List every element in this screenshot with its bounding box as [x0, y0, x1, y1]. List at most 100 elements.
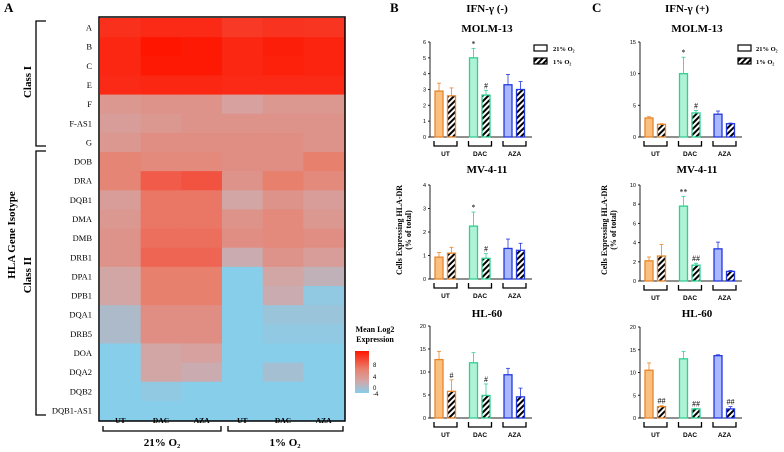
legend-tick: -4 [373, 392, 379, 398]
heatmap-cell [303, 37, 345, 57]
y-tick-label: 6 [633, 221, 636, 227]
heatmap-cell [303, 400, 345, 421]
bar-aza-21pct [503, 247, 513, 280]
heatmap-cell [100, 209, 142, 230]
heatmap-cell [100, 343, 142, 364]
bar-aza-1pct [725, 408, 736, 419]
heatmap-cell [222, 56, 264, 76]
group-bracket [467, 422, 493, 428]
heatmap-cell [181, 362, 223, 383]
heatmap-cell [100, 18, 142, 38]
legend-tick: 0 [373, 386, 377, 392]
panel-c-title: IFN-γ (+) [665, 3, 709, 15]
row-label: B [86, 42, 92, 52]
y-tick-label: 10 [630, 183, 636, 189]
class-ii-bracket [35, 150, 46, 416]
row-label: DQB1-AS1 [52, 405, 92, 415]
y-tick-label: 6 [423, 40, 426, 46]
y-label-c: Cells Expressing HLA-DR [600, 185, 609, 275]
legend-c: 21% O₂ 1% O₂ [737, 44, 778, 66]
bar-aza-21pct [503, 374, 513, 419]
bar-dac-1pct [481, 394, 491, 419]
y-tick-label: 1 [423, 254, 426, 260]
heatmap-cell [100, 381, 142, 402]
heatmap-cell [181, 266, 223, 287]
heatmap-cell [140, 171, 182, 191]
heatmap-cell [303, 56, 345, 76]
heatmap-cell [303, 286, 345, 306]
legend-swatch-normoxia [737, 44, 752, 52]
category-label: AZA [718, 295, 732, 302]
bar-aza-21pct [503, 84, 513, 138]
heatmap-cell [222, 37, 264, 57]
class-i-bracket [35, 20, 46, 147]
significance-mark: # [484, 81, 488, 90]
heatmap-cell [262, 190, 304, 210]
legend-tick: 8 [373, 363, 377, 369]
significance-mark: # [694, 101, 698, 110]
heatmap-cell [262, 152, 304, 172]
row-label: C [86, 61, 92, 71]
color-scale-bar [355, 351, 369, 393]
row-label: DMA [72, 214, 93, 224]
heatmap-cell [181, 113, 223, 134]
significance-mark: ## [727, 398, 735, 407]
bar-ut-1pct [656, 123, 667, 138]
y-tick-label: 0 [423, 135, 426, 141]
heatmap-cell [100, 75, 142, 96]
group-bracket [643, 422, 668, 428]
bar-dac-21pct [468, 225, 479, 280]
heatmap-cell [181, 247, 223, 268]
y-tick-label: 8 [633, 202, 636, 208]
row-label: DRA [74, 176, 93, 186]
heatmap-cell [140, 343, 182, 364]
category-label: UT [441, 151, 450, 158]
heatmap-cell [140, 305, 182, 325]
bar-aza-1pct [725, 270, 736, 282]
heatmap-cell [100, 94, 142, 115]
y-tick-label: 10 [630, 72, 636, 78]
heatmap-cell [222, 400, 264, 421]
category-label: DAC [473, 151, 487, 158]
bar-ut-21pct [644, 260, 654, 282]
group-bracket [677, 141, 703, 147]
y-tick-label: 4 [423, 183, 426, 189]
significance-mark: # [484, 245, 488, 254]
significance-mark: # [484, 375, 488, 384]
heatmap-y-title: HLA Gene Isotype [6, 191, 18, 279]
heatmap-cell [222, 132, 264, 153]
heatmap-cell [181, 286, 223, 306]
heatmap-cell [181, 152, 223, 172]
heatmap-cell [222, 324, 264, 344]
bar-chart-b-molm-13: MOLM-13 0 1 2 3 4 5 6 UT * # DAC AZA [423, 23, 532, 158]
heatmap-cell [262, 286, 304, 306]
group-bracket [467, 283, 493, 289]
heatmap-cell [100, 324, 142, 344]
category-label: UT [651, 432, 660, 439]
heatmap-cell [222, 343, 264, 364]
group-bracket [433, 141, 458, 147]
row-label: F [87, 99, 92, 109]
group-bracket [677, 285, 703, 291]
y-tick-label: 10 [420, 370, 426, 376]
panel-label-a: A [4, 0, 14, 15]
heatmap-cell [222, 190, 264, 210]
bar-ut-1pct [446, 252, 457, 280]
heatmap-cell [140, 75, 182, 96]
heatmap-cell [181, 94, 223, 115]
legend-hypoxia: 1% O₂ [756, 59, 774, 66]
bar-dac-1pct [691, 264, 701, 282]
heatmap-cell [222, 305, 264, 325]
y-tick-label: 0 [633, 416, 636, 422]
bar-chart-b-hl-60: HL-60 0 5 10 15 20 # UT # DAC AZA [420, 308, 532, 439]
heatmap-cell [262, 381, 304, 402]
group-bracket [677, 422, 703, 428]
heatmap-cell [222, 18, 264, 38]
chart-title: MOLM-13 [671, 23, 723, 35]
heatmap-cell [303, 324, 345, 344]
y-tick-label: 0 [423, 277, 426, 283]
y-tick-label: 1 [423, 119, 426, 125]
heatmap-cell [262, 171, 304, 191]
bar-dac-1pct [691, 408, 701, 419]
